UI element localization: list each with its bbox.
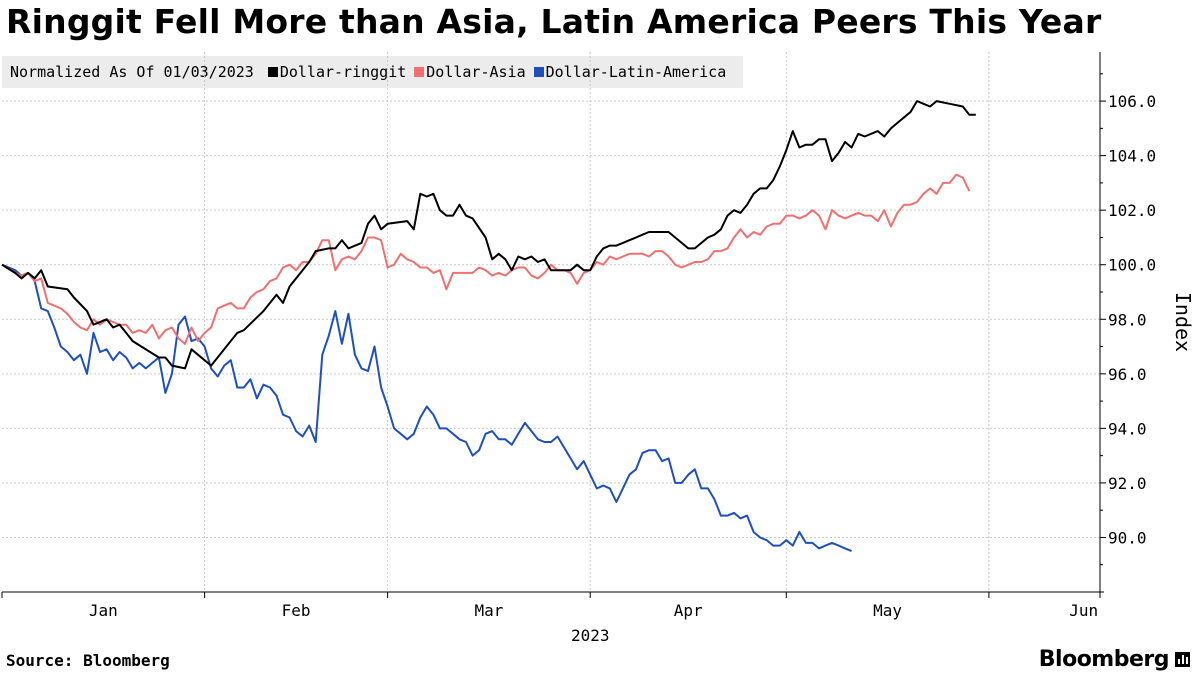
x-tick-label: Jun	[1069, 601, 1098, 620]
x-tick-label: Feb	[282, 601, 311, 620]
y-tick-label: 96.0	[1108, 365, 1147, 384]
y-tick-label: 92.0	[1108, 474, 1147, 493]
bloomberg-terminal-icon	[1175, 652, 1190, 667]
y-tick-label: 90.0	[1108, 528, 1147, 547]
x-axis-year-label: 2023	[571, 626, 610, 645]
source-note: Source: Bloomberg	[6, 651, 170, 670]
legend: Normalized As Of 01/03/2023 Dollar-ringg…	[2, 56, 743, 88]
legend-label-dollar-ringgit: Dollar-ringgit	[279, 63, 407, 81]
y-tick-label: 100.0	[1108, 256, 1156, 275]
legend-item-dollar-asia: Dollar-Asia	[414, 63, 526, 81]
line-dollar-latin-america	[1, 263, 852, 553]
brand-wordmark: Bloomberg	[1038, 647, 1170, 672]
legend-swatch-dollar-asia	[414, 67, 425, 77]
y-tick-label: 98.0	[1108, 310, 1147, 329]
legend-swatch-dollar-ringgit	[267, 67, 278, 77]
y-tick-label: 106.0	[1108, 92, 1156, 111]
y-axis-title: Index	[1171, 292, 1195, 352]
legend-normalization-note: Normalized As Of 01/03/2023	[10, 63, 254, 81]
grid-lines	[2, 52, 1100, 592]
legend-item-dollar-ringgit: Dollar-ringgit	[267, 63, 407, 81]
line-dollar-ringgit	[1, 100, 976, 370]
y-tick-label: 102.0	[1108, 201, 1156, 220]
x-tick-label: Jan	[89, 601, 118, 620]
chart-title: Ringgit Fell More than Asia, Latin Ameri…	[6, 2, 1102, 41]
y-tick-label: 104.0	[1108, 147, 1156, 166]
line-dollar-asia	[1, 173, 971, 345]
x-tick-label: Mar	[474, 601, 503, 620]
legend-item-dollar-latin-america: Dollar-Latin-America	[533, 63, 727, 81]
y-tick-label: 94.0	[1108, 419, 1147, 438]
bloomberg-logo: Bloomberg	[1039, 647, 1190, 672]
series-lines	[1, 100, 976, 553]
legend-label-dollar-latin-america: Dollar-Latin-America	[545, 63, 727, 81]
legend-swatch-dollar-latin-america	[533, 67, 544, 77]
x-tick-label: May	[873, 601, 902, 620]
legend-label-dollar-asia: Dollar-Asia	[426, 63, 526, 81]
axes: 90.0 92.0 94.0 96.0 98.0 100.0 102.0 104.0 106.0…	[1, 52, 1195, 645]
x-tick-label: Apr	[674, 601, 703, 620]
